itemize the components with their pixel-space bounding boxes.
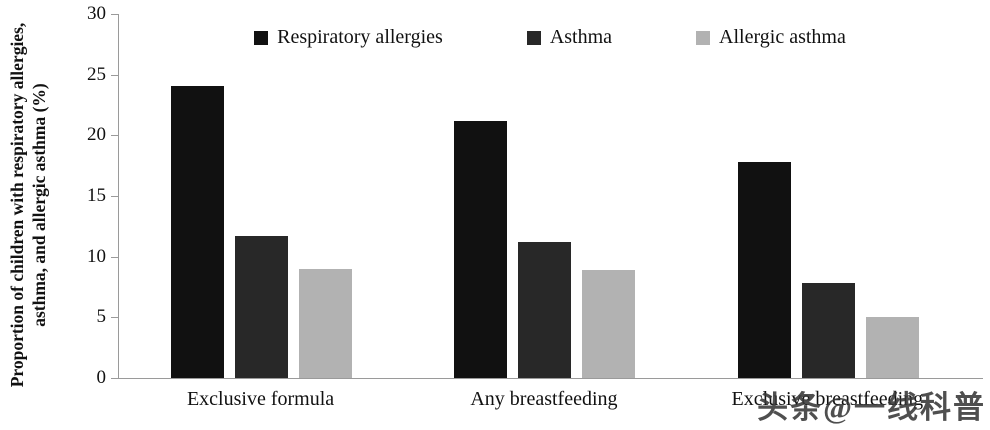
- bar-exclusive-formula-asthma: [235, 236, 289, 378]
- y-tick-mark-20: [111, 135, 118, 137]
- y-tick-mark-5: [111, 317, 118, 319]
- legend-label-allergic-asthma: Allergic asthma: [719, 26, 846, 48]
- watermark-text: 头条@一线科普: [757, 390, 986, 425]
- legend-marker-respiratory-allergies: [254, 30, 269, 45]
- legend-label-asthma: Asthma: [549, 26, 613, 48]
- x-category-label-exclusive-formula: Exclusive formula: [186, 388, 335, 410]
- legend: Respiratory allergies Asthma Allergic asth…: [118, 26, 982, 49]
- bar-exclusive-breastfeeding-asthma: [801, 283, 855, 378]
- y-tick-mark-25: [111, 74, 118, 76]
- x-category-label-exclusive-breastfeeding: Exclusive breastfeeding: [731, 388, 924, 410]
- y-tick-mark-15: [111, 196, 118, 197]
- y-tick-label-0: 0: [96, 367, 107, 388]
- bar-exclusive-breastfeeding-allergic-asthma: [865, 317, 919, 378]
- legend-marker-asthma: [526, 30, 541, 45]
- legend-label-respiratory-allergies: Respiratory allergies: [277, 26, 443, 48]
- y-tick-mark-30: [111, 14, 118, 15]
- y-tick-label-30: 30: [87, 3, 106, 24]
- legend-item-asthma: Asthma: [526, 26, 613, 49]
- bar-exclusive-breastfeeding-respiratory-allergies: [737, 162, 791, 378]
- legend-marker-allergic-asthma: [696, 30, 711, 45]
- y-axis-label: Proportion of children with respiratory …: [7, 22, 50, 388]
- y-tick-mark-10: [111, 256, 118, 258]
- y-tick-mark-0: [111, 378, 118, 379]
- bar-any-breastfeeding-allergic-asthma: [582, 270, 636, 378]
- y-tick-label-25: 25: [87, 63, 106, 85]
- bar-exclusive-formula-respiratory-allergies: [171, 85, 225, 378]
- legend-item-respiratory-allergies: Respiratory allergies: [254, 26, 443, 49]
- y-tick-label-15: 15: [87, 185, 106, 206]
- legend-item-allergic-asthma: Allergic asthma: [696, 26, 846, 49]
- bar-any-breastfeeding-respiratory-allergies: [454, 120, 508, 378]
- y-tick-label-20: 20: [87, 124, 106, 146]
- bar-exclusive-formula-allergic-asthma: [299, 268, 353, 378]
- y-tick-label-10: 10: [87, 245, 106, 267]
- y-tick-label-5: 5: [96, 306, 107, 328]
- bar-any-breastfeeding-asthma: [518, 242, 572, 378]
- plot-area: [118, 14, 983, 379]
- x-category-label-any-breastfeeding: Any breastfeeding: [470, 388, 618, 410]
